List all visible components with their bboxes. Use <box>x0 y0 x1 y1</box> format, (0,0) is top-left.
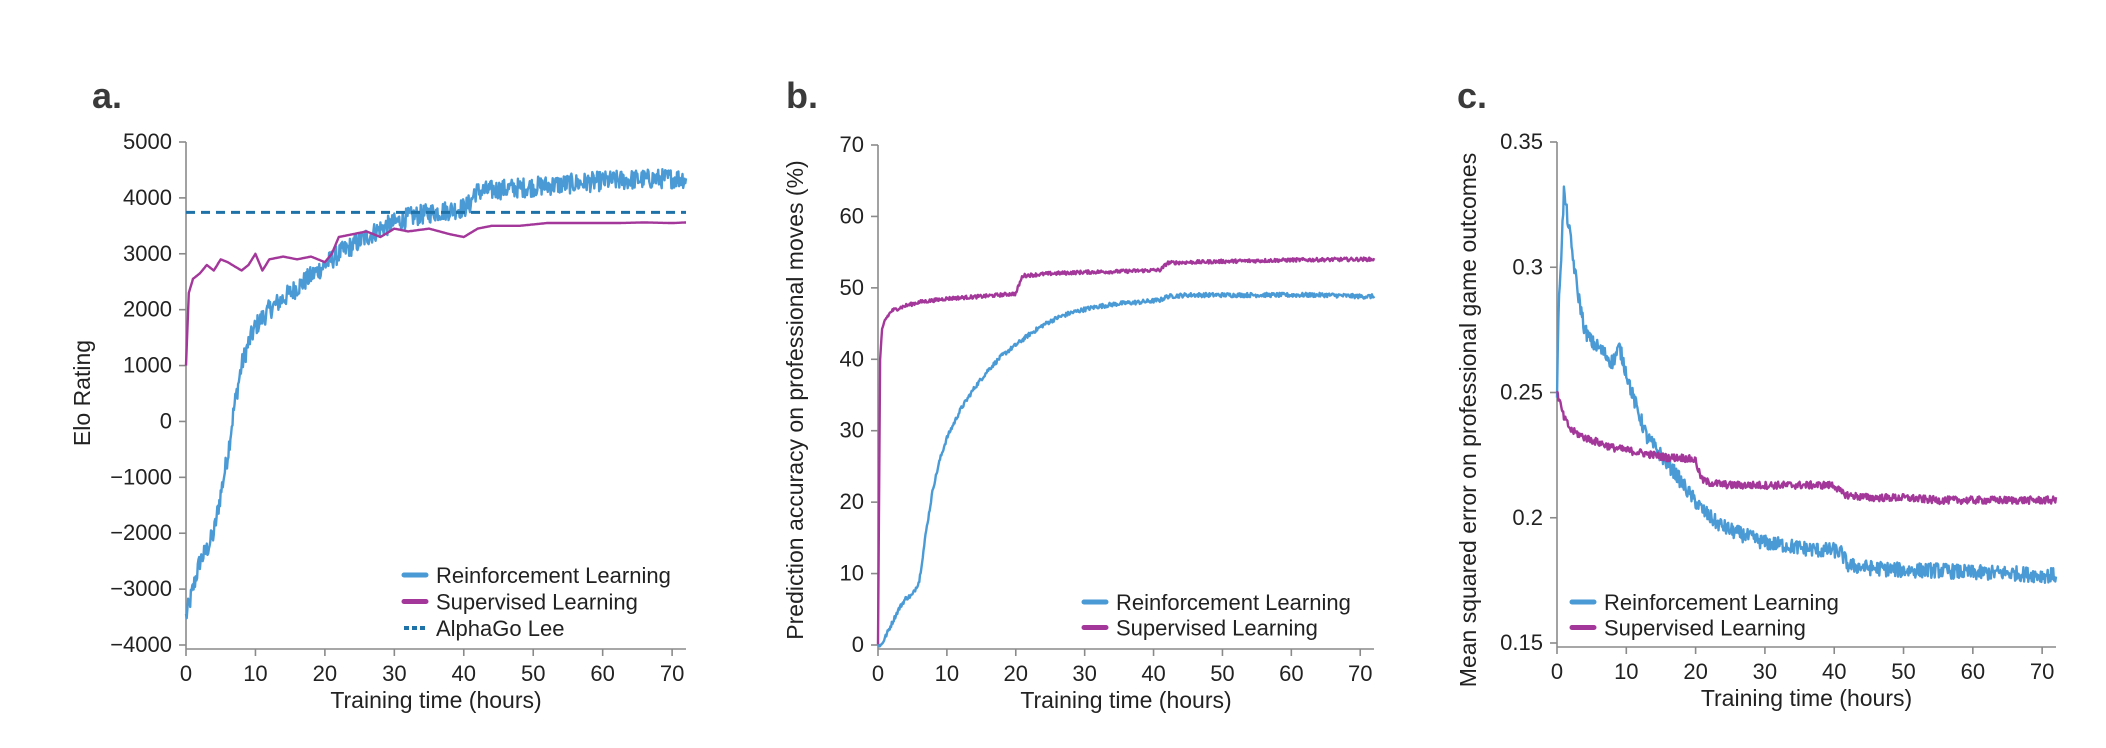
x-tick-label: 30 <box>382 661 406 686</box>
x-tick-label: 30 <box>1753 659 1777 684</box>
x-tick-label: 70 <box>1348 661 1372 686</box>
y-tick-label: 2000 <box>123 297 172 322</box>
legend-item: Reinforcement Learning <box>1569 590 1839 615</box>
chart-panel-c: c. 0.15 0.2 0.25 0.3 0.35 0 10 20 30 40 50 60 70 Train… <box>1455 75 2058 711</box>
x-tick-label: 0 <box>1551 659 1563 684</box>
y-tick-label: 0.15 <box>1500 630 1543 655</box>
y-tick-label: 60 <box>840 203 864 228</box>
legend-item: Reinforcement Learning <box>401 563 671 588</box>
x-tick-label: 70 <box>660 661 684 686</box>
x-axis-title: Training time (hours) <box>1701 685 1912 711</box>
y-tick-label: −3000 <box>110 576 172 601</box>
x-tick-label: 20 <box>313 661 337 686</box>
y-tick-label: 50 <box>840 275 864 300</box>
legend-label: Supervised Learning <box>1604 616 1806 641</box>
plot-area <box>1555 185 2058 584</box>
y-axis-title: Prediction accuracy on professional move… <box>782 160 808 639</box>
series-line-supervised-learning <box>876 256 1376 645</box>
x-tick-label: 20 <box>1004 661 1028 686</box>
y-tick-label: 20 <box>840 489 864 514</box>
legend-item: Reinforcement Learning <box>1081 590 1351 615</box>
series-line-supervised-learning <box>1555 390 2058 506</box>
y-tick-label: 5000 <box>123 129 172 154</box>
x-tick-label: 10 <box>243 661 267 686</box>
x-tick-label: 0 <box>180 661 192 686</box>
y-tick-label: 0 <box>852 632 864 657</box>
x-tick-label: 60 <box>1279 661 1303 686</box>
plot-area <box>184 168 688 620</box>
x-tick-label: 30 <box>1072 661 1096 686</box>
y-tick-label: 0.35 <box>1500 129 1543 154</box>
y-tick-label: 0 <box>160 408 172 433</box>
x-tick-label: 40 <box>1141 661 1165 686</box>
panel-letter: b. <box>786 75 818 116</box>
y-tick-label: −1000 <box>110 464 172 489</box>
panel-letter: c. <box>1457 75 1487 116</box>
legend-label: Supervised Learning <box>436 590 638 615</box>
y-tick-label: −4000 <box>110 632 172 657</box>
x-tick-label: 10 <box>1614 659 1638 684</box>
x-tick-label: 50 <box>1210 661 1234 686</box>
y-axis-title: Mean squared error on professional game … <box>1455 153 1481 687</box>
series-line-supervised-learning <box>184 221 687 366</box>
x-tick-label: 50 <box>1891 659 1915 684</box>
x-tick-label: 60 <box>1961 659 1985 684</box>
y-tick-label: 40 <box>840 346 864 371</box>
legend-label: Reinforcement Learning <box>1116 590 1351 615</box>
y-tick-label: 4000 <box>123 185 172 210</box>
series-line-reinforcement-learning <box>1555 185 2058 584</box>
chart-panel-b: b. 0 10 20 30 40 50 60 70 0 10 20 30 40 50 60 70 Training… <box>782 75 1376 713</box>
y-tick-label: 0.25 <box>1500 380 1543 405</box>
legend-label: Supervised Learning <box>1116 616 1318 641</box>
y-tick-label: 30 <box>840 418 864 443</box>
y-tick-label: −2000 <box>110 520 172 545</box>
legend-item: AlphaGo Lee <box>404 616 564 641</box>
y-tick-label: 0.3 <box>1512 254 1543 279</box>
chart-panel-a: a. −4000 −3000 −2000 −1000 0 1000 2000 3000 4000 5… <box>69 75 688 713</box>
x-axis-title: Training time (hours) <box>1020 687 1231 713</box>
y-tick-label: 70 <box>840 132 864 157</box>
plot-area <box>876 256 1376 648</box>
x-tick-label: 50 <box>521 661 545 686</box>
legend-item: Supervised Learning <box>1569 616 1806 641</box>
x-tick-label: 70 <box>2030 659 2054 684</box>
panel-letter: a. <box>92 75 122 116</box>
y-tick-label: 3000 <box>123 241 172 266</box>
x-tick-label: 10 <box>935 661 959 686</box>
y-tick-label: 1000 <box>123 353 172 378</box>
y-tick-label: 0.2 <box>1512 505 1543 530</box>
x-axis-title: Training time (hours) <box>330 687 541 713</box>
legend-label: AlphaGo Lee <box>436 616 564 641</box>
y-tick-label: 10 <box>840 561 864 586</box>
legend-label: Reinforcement Learning <box>1604 590 1839 615</box>
legend-item: Supervised Learning <box>401 590 638 615</box>
y-axis-title: Elo Rating <box>69 340 95 446</box>
legend-label: Reinforcement Learning <box>436 563 671 588</box>
x-tick-label: 60 <box>590 661 614 686</box>
x-tick-label: 40 <box>452 661 476 686</box>
x-tick-label: 20 <box>1683 659 1707 684</box>
legend-item: Supervised Learning <box>1081 616 1318 641</box>
x-tick-label: 40 <box>1822 659 1846 684</box>
series-line-reinforcement-learning <box>184 168 688 620</box>
x-tick-label: 0 <box>872 661 884 686</box>
series-line-reinforcement-learning <box>877 291 1376 648</box>
